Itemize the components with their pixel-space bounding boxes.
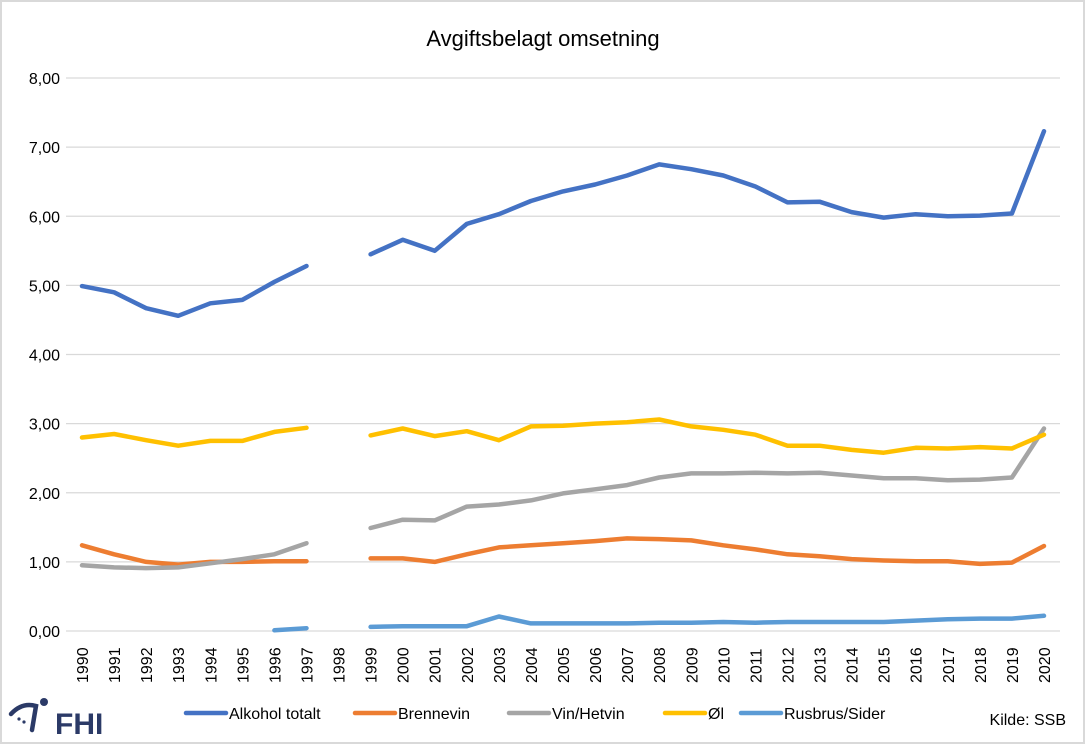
x-tick-label: 2003 <box>492 647 509 683</box>
series-alkohol-totalt <box>79 128 1047 319</box>
x-tick-label: 2017 <box>941 647 958 683</box>
source-note: Kilde: SSB <box>990 712 1066 729</box>
x-tick-label: 2001 <box>428 647 445 683</box>
x-tick-label: 2000 <box>396 647 413 683</box>
x-tick-label: 2002 <box>460 647 477 683</box>
series-lines <box>79 128 1047 633</box>
series-line-segment <box>272 625 309 633</box>
chart-title: Avgiftsbelagt omsetning <box>426 26 659 51</box>
series-vin-hetvin <box>79 426 1047 571</box>
series-line-segment <box>368 613 1047 630</box>
x-tick-label: 2016 <box>909 647 926 683</box>
series-line-segment <box>79 540 309 571</box>
series-line-segment <box>368 128 1047 257</box>
legend-item: Øl <box>662 706 724 723</box>
series-line-segment <box>368 536 1047 567</box>
legend-item: Alkohol totalt <box>183 706 321 723</box>
x-axis-ticks: 1990 1991 1992 1993 1994 1995 1996 1997 1998 1999… <box>75 647 1054 683</box>
y-tick-label: 7,00 <box>29 140 60 157</box>
series--l <box>79 417 1047 455</box>
series-line-segment <box>368 417 1047 455</box>
fhi-logo-text: FHI <box>55 708 103 741</box>
x-tick-label: 1992 <box>139 647 156 683</box>
y-tick-label: 6,00 <box>29 209 60 226</box>
x-tick-label: 1990 <box>75 647 92 683</box>
legend-label: Alkohol totalt <box>229 706 321 723</box>
x-tick-label: 2009 <box>684 647 701 683</box>
fhi-logo: FHI <box>8 698 103 741</box>
legend-label: Rusbrus/Sider <box>784 706 886 723</box>
x-tick-label: 2008 <box>652 647 669 683</box>
y-axis-ticks: 0,00 1,00 2,00 3,00 4,00 5,00 6,00 7,00 8,00 <box>29 71 60 641</box>
gridlines <box>66 77 1060 632</box>
x-tick-label: 1993 <box>171 647 188 683</box>
x-tick-label: 2010 <box>716 647 733 683</box>
series-line-segment <box>79 425 309 448</box>
legend-item: Vin/Hetvin <box>506 706 625 723</box>
legend-item: Rusbrus/Sider <box>738 706 886 723</box>
y-tick-label: 1,00 <box>29 555 60 572</box>
x-tick-label: 1994 <box>203 647 220 683</box>
legend: Alkohol totalt Brennevin Vin/Hetvin Øl Rusbr… <box>183 706 886 723</box>
x-tick-label: 1995 <box>235 647 252 683</box>
legend-label: Vin/Hetvin <box>552 706 625 723</box>
x-tick-label: 2013 <box>813 647 830 683</box>
x-tick-label: 2019 <box>1005 647 1022 683</box>
y-tick-label: 8,00 <box>29 71 60 88</box>
y-tick-label: 3,00 <box>29 417 60 434</box>
x-tick-label: 2011 <box>748 648 765 683</box>
x-tick-label: 2014 <box>845 647 862 683</box>
y-tick-label: 5,00 <box>29 278 60 295</box>
x-tick-label: 2020 <box>1037 647 1054 683</box>
fhi-logo-figure-icon <box>8 698 48 733</box>
legend-item: Brennevin <box>352 706 470 723</box>
x-tick-label: 2015 <box>877 647 894 683</box>
legend-label: Brennevin <box>398 706 470 723</box>
legend-label: Øl <box>708 706 724 723</box>
x-tick-label: 2007 <box>620 647 637 683</box>
y-tick-label: 0,00 <box>29 624 60 641</box>
y-tick-label: 2,00 <box>29 486 60 503</box>
series-line-segment <box>79 263 309 319</box>
x-tick-label: 2004 <box>524 647 541 683</box>
series-rusbrus-sider <box>272 613 1047 633</box>
series-line-segment <box>368 426 1047 531</box>
x-tick-label: 1991 <box>107 647 124 683</box>
x-tick-label: 2005 <box>556 647 573 683</box>
x-tick-label: 2018 <box>973 647 990 683</box>
x-tick-label: 1996 <box>267 647 284 683</box>
x-tick-label: 1997 <box>299 647 316 683</box>
y-tick-label: 4,00 <box>29 348 60 365</box>
x-tick-label: 1999 <box>364 647 381 683</box>
x-tick-label: 2006 <box>588 647 605 683</box>
x-tick-label: 1998 <box>332 647 349 683</box>
x-tick-label: 2012 <box>780 647 797 683</box>
